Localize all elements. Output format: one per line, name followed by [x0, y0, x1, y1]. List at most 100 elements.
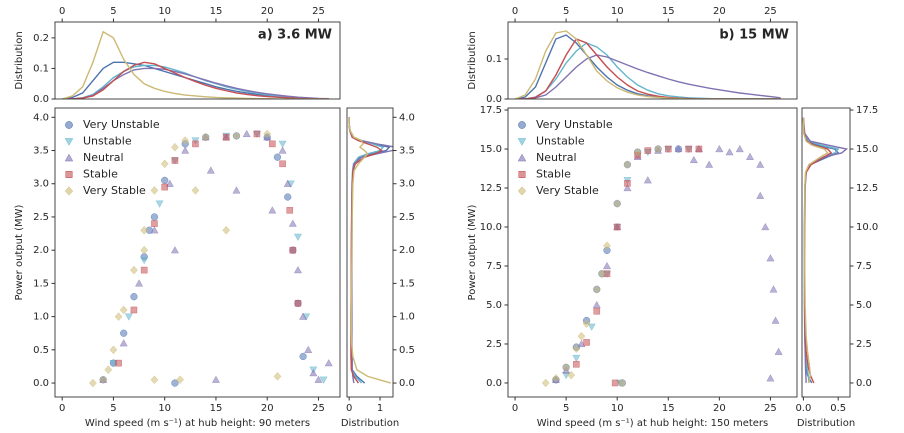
point: [725, 148, 734, 156]
point: [140, 245, 149, 255]
point: [695, 145, 703, 153]
point: [279, 160, 286, 168]
point: [181, 146, 190, 154]
kde-line: [348, 117, 392, 384]
y-tick-label: 2.5: [856, 339, 872, 350]
point: [572, 344, 581, 353]
point: [304, 345, 313, 353]
y-tick-label: 2.5: [399, 212, 415, 223]
point: [171, 379, 179, 387]
y-tick-label: 15.0: [856, 144, 878, 155]
y-tick-label: 0.1: [486, 54, 502, 65]
point: [573, 360, 580, 368]
legend-label: Very Stable: [83, 184, 146, 197]
kde-line: [62, 61, 329, 99]
y-tick-label: 0.5: [33, 345, 49, 356]
x-tick-label: 5: [110, 403, 116, 414]
point: [211, 375, 220, 383]
point: [242, 129, 251, 138]
point: [603, 241, 611, 251]
kde-line: [61, 30, 329, 99]
point: [150, 226, 159, 234]
point: [293, 233, 302, 242]
y-tick-label: 2.0: [33, 245, 49, 256]
point: [288, 219, 297, 227]
y-tick-label: 1.0: [399, 312, 415, 323]
plot-area: [802, 117, 849, 384]
point: [130, 265, 138, 275]
plot-area: [514, 30, 781, 99]
point: [253, 130, 261, 138]
point: [293, 265, 302, 274]
legend-label: Very Unstable: [83, 118, 160, 131]
point: [602, 261, 612, 270]
y-tick-label: 2.5: [486, 339, 502, 350]
x-tick-label: 0: [346, 403, 352, 414]
point: [273, 153, 282, 161]
point: [109, 359, 118, 368]
legend-label: Very Unstable: [536, 118, 613, 131]
point: [756, 160, 765, 168]
legend-label: Unstable: [536, 135, 585, 148]
point: [324, 359, 333, 367]
point: [587, 323, 596, 331]
point: [135, 279, 144, 287]
x-tick-label: 10: [611, 6, 624, 17]
y-tick-label: 0.0: [33, 378, 49, 389]
y-tick-label: 17.5: [480, 105, 502, 116]
y-tick-label: 0.0: [486, 378, 502, 389]
point: [294, 300, 302, 307]
kde-line: [348, 117, 393, 384]
x-tick-label: 20: [261, 6, 274, 17]
point: [613, 223, 621, 231]
y-tick-label: 10.0: [480, 222, 502, 233]
x-tick-label: 25: [764, 6, 777, 17]
y-tick-label: 12.5: [480, 183, 502, 194]
point: [618, 378, 627, 388]
point: [155, 200, 164, 208]
legend-marker: [65, 121, 73, 129]
x-tick-label: 10: [158, 6, 171, 17]
legend-marker: [65, 171, 73, 178]
kde-line: [514, 30, 781, 99]
point: [299, 352, 307, 361]
kde-line: [802, 117, 829, 384]
legend-marker: [517, 138, 527, 146]
point: [140, 257, 149, 265]
x-tick-label: 0: [512, 403, 518, 414]
point: [289, 246, 297, 254]
point: [623, 183, 632, 192]
point: [119, 339, 128, 347]
y-tick-label: 0.5: [399, 345, 415, 356]
y-tick-label: 3.5: [33, 146, 49, 157]
y-tick-label: 5.0: [486, 300, 502, 311]
y-tick-label: 4.0: [399, 112, 415, 123]
point: [150, 375, 159, 385]
y-axis-label: Power output (MW): [467, 204, 478, 300]
point: [268, 206, 277, 214]
point: [685, 145, 693, 153]
point: [88, 378, 97, 388]
point: [181, 136, 190, 145]
y-tick-label: 4.0: [33, 112, 49, 123]
point: [769, 285, 778, 293]
point: [766, 254, 775, 262]
point: [613, 199, 622, 208]
y-axis-label: Distribution: [467, 31, 478, 89]
point: [263, 129, 272, 139]
y-tick-label: 0.0: [856, 378, 872, 389]
point: [109, 345, 118, 355]
plot-area: [61, 30, 329, 99]
point: [222, 225, 231, 235]
point: [171, 142, 179, 152]
legend-label: Unstable: [83, 135, 132, 148]
y-tick-label: 3.0: [33, 179, 49, 190]
x-tick-label: 10: [158, 403, 171, 414]
axes-frame: [801, 107, 851, 398]
point: [104, 365, 113, 375]
point: [319, 376, 328, 384]
x-tick-label: 1: [377, 403, 383, 414]
legend-label: Stable: [83, 168, 118, 181]
point: [161, 183, 169, 191]
